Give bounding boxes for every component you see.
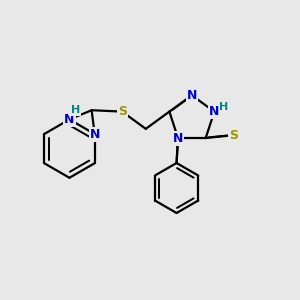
Text: N: N [209,105,220,118]
Text: H: H [71,105,80,115]
Text: S: S [118,105,127,118]
Text: S: S [229,129,238,142]
Text: N: N [173,131,183,145]
Text: N: N [187,89,197,102]
Text: N: N [64,113,75,126]
Text: H: H [219,102,229,112]
Text: N: N [89,128,100,140]
